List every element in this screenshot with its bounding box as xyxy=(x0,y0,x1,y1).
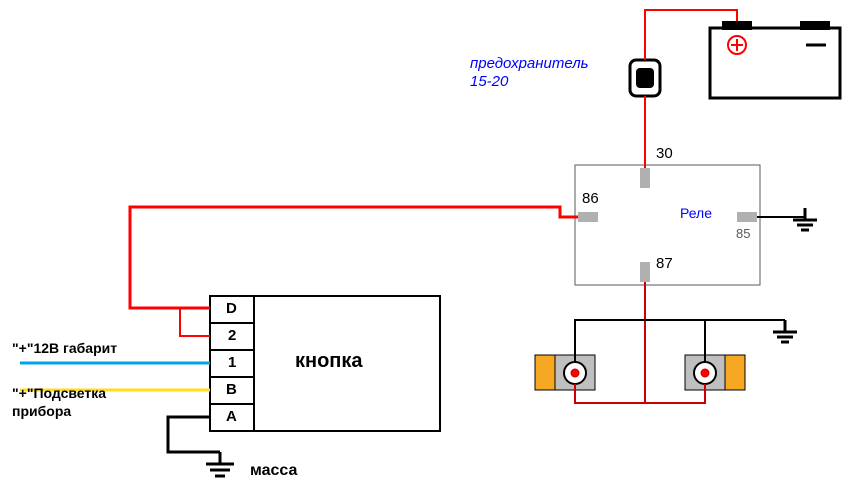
relay-pin-87: 87 xyxy=(656,255,673,272)
cell-A: A xyxy=(226,408,237,425)
ground-button xyxy=(206,452,234,476)
lamp-right xyxy=(685,355,745,390)
cell-D: D xyxy=(226,300,237,317)
fuse-symbol xyxy=(630,60,660,96)
wire-button-2 xyxy=(180,308,210,336)
relay-label: Реле xyxy=(680,205,712,221)
cell-B: B xyxy=(226,381,237,398)
wire-lamp1-ground xyxy=(575,320,785,362)
relay-pin-30: 30 xyxy=(656,145,673,162)
label-massa: масса xyxy=(250,462,297,480)
cell-1: 1 xyxy=(228,354,236,371)
cell-2: 2 xyxy=(228,327,236,344)
lamp-left xyxy=(535,355,595,390)
battery-symbol xyxy=(710,21,840,98)
diagram-svg xyxy=(0,0,857,503)
wiring-diagram: предохранитель 15-20 Реле 30 86 85 87 кн… xyxy=(0,0,857,503)
label-gabarit: "+"12В габарит xyxy=(12,340,117,356)
button-label: кнопка xyxy=(295,350,363,373)
fuse-label-line2: 15-20 xyxy=(470,73,508,90)
fuse-label-line1: предохранитель xyxy=(470,55,589,72)
relay-pin-85: 85 xyxy=(736,226,750,241)
label-podsvetka-1: "+"Подсветка xyxy=(12,385,106,401)
wire-relay86-to-buttonD xyxy=(130,207,578,308)
label-podsvetka-2: прибора xyxy=(12,403,71,419)
relay-pin-86: 86 xyxy=(582,190,599,207)
ground-lamps xyxy=(773,320,797,342)
